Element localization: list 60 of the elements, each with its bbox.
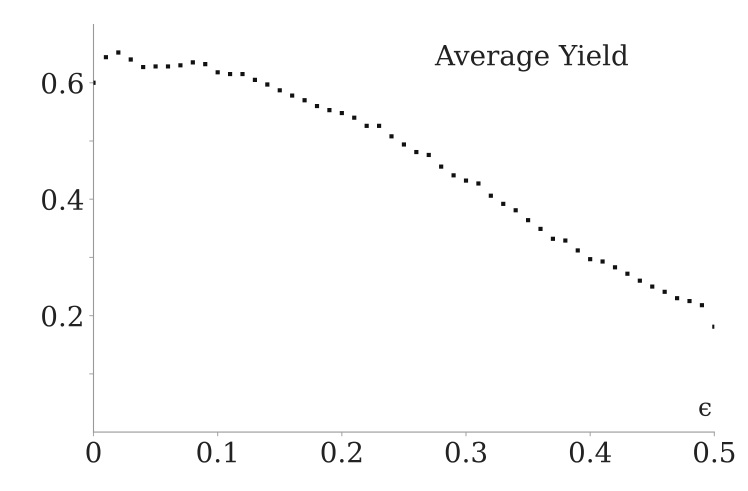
point bbox=[154, 64, 158, 69]
point bbox=[389, 134, 394, 138]
point bbox=[501, 202, 506, 206]
point bbox=[514, 208, 518, 212]
point bbox=[600, 259, 605, 264]
point bbox=[402, 142, 406, 147]
point bbox=[128, 57, 133, 62]
point bbox=[638, 278, 642, 283]
x-tick-label: 0 bbox=[86, 442, 100, 463]
point bbox=[265, 82, 270, 87]
point bbox=[327, 108, 332, 112]
text: Average Yield bbox=[434, 44, 628, 72]
point bbox=[700, 303, 704, 308]
point bbox=[364, 124, 369, 128]
point bbox=[426, 152, 431, 158]
point bbox=[687, 299, 692, 304]
point bbox=[228, 72, 232, 76]
point bbox=[190, 60, 195, 64]
point bbox=[439, 164, 444, 169]
point bbox=[612, 265, 618, 270]
y-tick-label: 0.2 bbox=[42, 306, 82, 327]
point bbox=[178, 63, 182, 68]
point bbox=[414, 150, 418, 154]
point bbox=[216, 70, 220, 74]
point bbox=[550, 236, 556, 241]
point bbox=[377, 124, 382, 128]
point bbox=[675, 296, 680, 300]
point bbox=[476, 181, 481, 186]
point bbox=[252, 78, 257, 82]
point bbox=[650, 284, 654, 289]
point bbox=[488, 194, 493, 198]
point bbox=[340, 110, 344, 116]
x-tick-label: 0.5 bbox=[694, 442, 734, 463]
point bbox=[278, 88, 282, 92]
point bbox=[625, 272, 630, 276]
point bbox=[166, 64, 170, 69]
point bbox=[538, 226, 543, 231]
point bbox=[464, 178, 468, 183]
point bbox=[302, 98, 307, 102]
point bbox=[526, 218, 530, 222]
point bbox=[352, 116, 356, 120]
point bbox=[203, 62, 208, 66]
point bbox=[116, 50, 120, 55]
point bbox=[314, 104, 320, 108]
x-tick-label: 0.4 bbox=[570, 442, 611, 463]
y-tick-label: 0.6 bbox=[42, 72, 83, 94]
point bbox=[104, 55, 108, 60]
x-tick-label: 0.3 bbox=[446, 442, 486, 463]
point bbox=[588, 257, 592, 262]
point bbox=[452, 173, 456, 178]
x-tick-label: 0.1 bbox=[197, 442, 236, 463]
point bbox=[563, 238, 568, 243]
point bbox=[240, 72, 245, 76]
point bbox=[290, 93, 294, 98]
x-tick-label: 0.2 bbox=[322, 442, 362, 463]
point bbox=[662, 290, 667, 294]
point bbox=[141, 64, 146, 70]
y-tick-label: 0.4 bbox=[42, 189, 84, 210]
x-axis-title: ϵ bbox=[699, 402, 711, 416]
point bbox=[576, 248, 580, 253]
